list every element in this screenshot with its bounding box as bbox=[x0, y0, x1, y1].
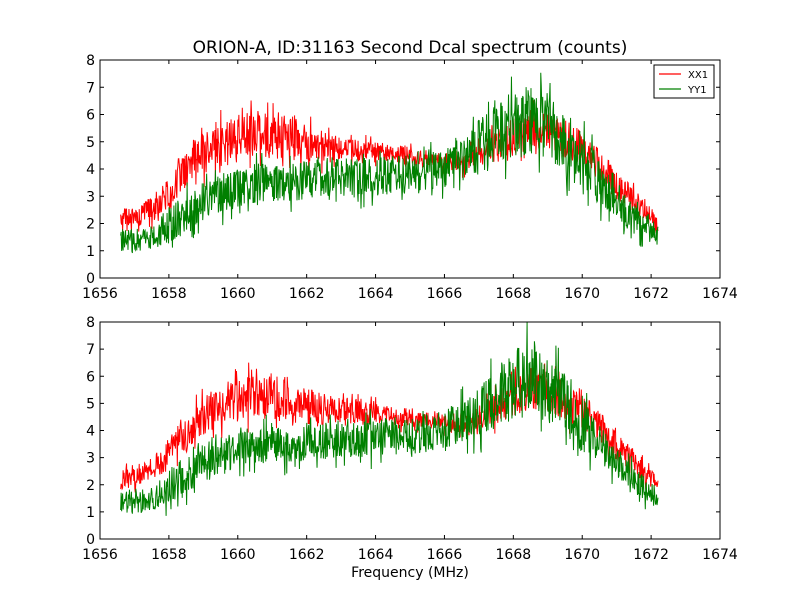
y-tick-label: 5 bbox=[86, 396, 95, 412]
y-tick-label: 5 bbox=[86, 135, 95, 151]
y-tick-label: 1 bbox=[86, 244, 95, 260]
y-tick-label: 3 bbox=[86, 451, 95, 467]
legend-box bbox=[653, 64, 715, 99]
x-tick-label: 1668 bbox=[496, 286, 532, 302]
x-tick-label: 1660 bbox=[220, 286, 256, 302]
x-tick-label: 1670 bbox=[564, 547, 600, 563]
x-tick-label: 1658 bbox=[151, 286, 187, 302]
y-tick-label: 6 bbox=[86, 108, 95, 124]
y-tick-label: 0 bbox=[86, 271, 95, 287]
top-spectrum-panel: 1656 1658 1660 1662 1664 1666 1668 1670 1672 1674… bbox=[82, 53, 738, 302]
x-tick-label: 1656 bbox=[82, 547, 118, 563]
y-tick-label: 2 bbox=[86, 217, 95, 233]
legend-label-yy1: YY1 bbox=[687, 85, 707, 96]
y-tick-label: 2 bbox=[86, 478, 95, 494]
x-tick-label: 1672 bbox=[633, 286, 669, 302]
y-tick-label: 3 bbox=[86, 189, 95, 205]
x-tick-label: 1664 bbox=[358, 547, 394, 563]
x-tick-label: 1670 bbox=[564, 286, 600, 302]
x-tick-label: 1658 bbox=[151, 547, 187, 563]
y-tick-label: 7 bbox=[86, 342, 95, 358]
x-tick-label: 1656 bbox=[82, 286, 118, 302]
x-tick-label: 1664 bbox=[358, 286, 394, 302]
y-tick-label: 4 bbox=[86, 424, 95, 440]
x-tick-label: 1666 bbox=[427, 286, 463, 302]
x-tick-label: 1662 bbox=[289, 286, 325, 302]
y-tick-label: 8 bbox=[86, 315, 95, 331]
bottom-spectrum-panel: 1656 1658 1660 1662 1664 1666 1668 1670 1672 1674… bbox=[82, 315, 738, 563]
figure-title: ORION-A, ID:31163 Second Dcal spectrum (… bbox=[193, 38, 628, 58]
legend-label-xx1: XX1 bbox=[688, 70, 708, 81]
x-tick-label: 1660 bbox=[220, 547, 256, 563]
x-axis-label: Frequency (MHz) bbox=[351, 565, 469, 581]
x-tick-label: 1674 bbox=[702, 547, 738, 563]
x-tick-label: 1672 bbox=[633, 547, 669, 563]
series-line-yy1 bbox=[120, 72, 659, 254]
y-tick-label: 6 bbox=[86, 369, 95, 385]
y-tick-label: 7 bbox=[86, 80, 95, 96]
x-tick-label: 1662 bbox=[289, 547, 325, 563]
y-tick-label: 4 bbox=[86, 162, 95, 178]
y-tick-label: 1 bbox=[86, 505, 95, 521]
x-tick-label: 1666 bbox=[427, 547, 463, 563]
x-tick-label: 1668 bbox=[496, 547, 532, 563]
y-tick-label: 8 bbox=[86, 53, 95, 69]
series-line-series-2 bbox=[120, 321, 659, 516]
x-tick-label: 1674 bbox=[702, 286, 738, 302]
y-tick-label: 0 bbox=[86, 532, 95, 548]
